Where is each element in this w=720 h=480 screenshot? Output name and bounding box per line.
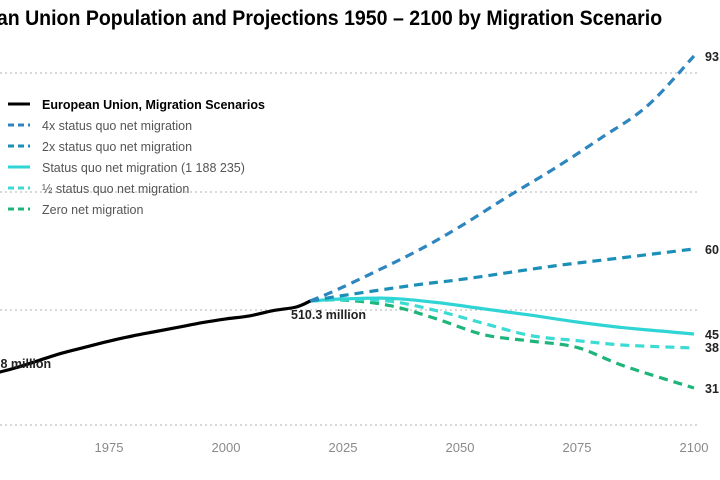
legend-label-x2: 2x status quo net migration bbox=[42, 140, 192, 154]
chart-title: ean Union Population and Projections 195… bbox=[0, 7, 663, 30]
series-line-historical bbox=[0, 299, 311, 374]
annotation-1950-million: .8 million bbox=[0, 357, 51, 371]
end-label-x2: 60 bbox=[705, 243, 719, 257]
series-line-x4 bbox=[309, 54, 696, 303]
x-tick-label-2000: 2000 bbox=[212, 440, 241, 455]
x-tick-label-2025: 2025 bbox=[329, 440, 358, 455]
series-line-half bbox=[310, 297, 695, 350]
legend-label-half: ½ status quo net migration bbox=[42, 182, 189, 196]
legend-label-x4: 4x status quo net migration bbox=[42, 119, 192, 133]
x-tick-label-2075: 2075 bbox=[563, 440, 592, 455]
x-tick-label-2050: 2050 bbox=[446, 440, 475, 455]
legend-label-status_quo: Status quo net migration (1 188 235) bbox=[42, 161, 245, 175]
series-line-zero bbox=[310, 298, 695, 390]
end-label-status_quo: 45 bbox=[705, 328, 719, 342]
annotation-510-million: 510.3 million bbox=[291, 308, 366, 322]
legend-header: European Union, Migration Scenarios bbox=[42, 98, 265, 112]
end-label-x4: 93 bbox=[705, 50, 719, 64]
end-label-half: 38 bbox=[705, 341, 719, 355]
x-tick-label-2100: 2100 bbox=[680, 440, 709, 455]
series-line-status_quo bbox=[310, 296, 695, 336]
end-label-zero: 31 bbox=[705, 382, 719, 396]
legend-label-zero: Zero net migration bbox=[42, 203, 143, 217]
x-tick-label-1975: 1975 bbox=[95, 440, 124, 455]
series-line-x2 bbox=[309, 247, 695, 303]
